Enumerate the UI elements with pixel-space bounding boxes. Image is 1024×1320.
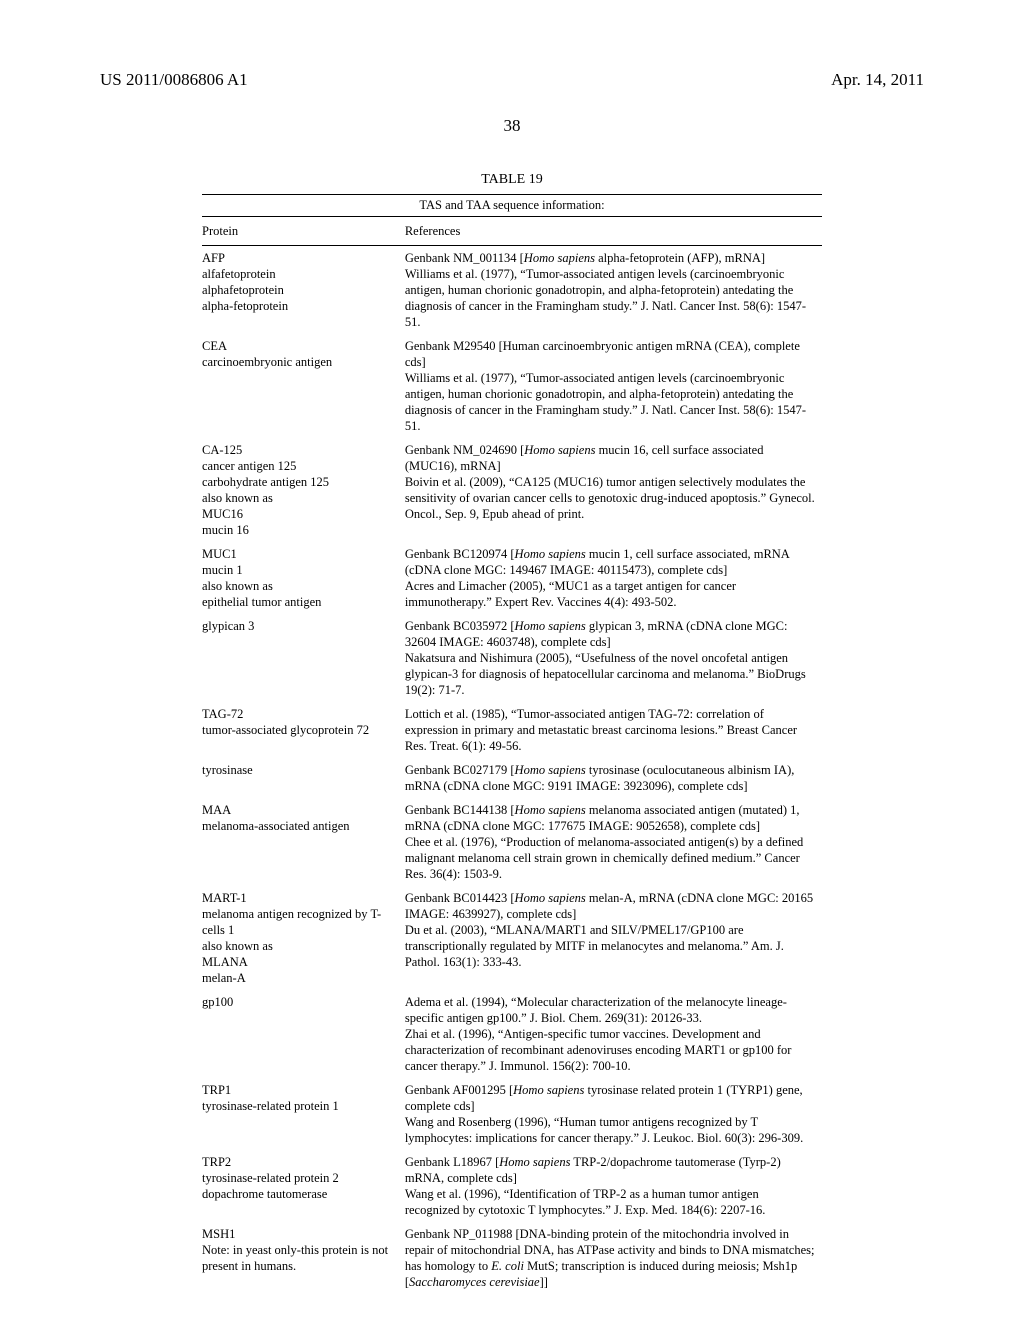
references-cell: Genbank BC120974 [Homo sapiens mucin 1, … [405, 542, 822, 614]
table-row: TRP2tyrosinase-related protein 2dopachro… [202, 1150, 822, 1222]
patent-page: US 2011/0086806 A1 Apr. 14, 2011 38 TABL… [0, 0, 1024, 1320]
pub-number: US 2011/0086806 A1 [100, 70, 248, 90]
references-cell: Genbank AF001295 [Homo sapiens tyrosinas… [405, 1078, 822, 1150]
protein-cell: MAAmelanoma-associated antigen [202, 798, 405, 886]
references-cell: Genbank NM_001134 [Homo sapiens alpha-fe… [405, 246, 822, 335]
page-number: 38 [100, 116, 924, 136]
table-wrapper: TAS and TAA sequence information: Protei… [202, 194, 822, 1294]
table-row: TAG-72tumor-associated glycoprotein 72Lo… [202, 702, 822, 758]
references-cell: Genbank BC035972 [Homo sapiens glypican … [405, 614, 822, 702]
protein-cell: CA-125cancer antigen 125carbohydrate ant… [202, 438, 405, 542]
protein-cell: MSH1Note: in yeast only-this protein is … [202, 1222, 405, 1294]
table-row: glypican 3Genbank BC035972 [Homo sapiens… [202, 614, 822, 702]
protein-cell: TAG-72tumor-associated glycoprotein 72 [202, 702, 405, 758]
page-header: US 2011/0086806 A1 Apr. 14, 2011 [100, 70, 924, 90]
references-cell: Lottich et al. (1985), “Tumor-associated… [405, 702, 822, 758]
protein-cell: tyrosinase [202, 758, 405, 798]
table-row: MUC1mucin 1also known asepithelial tumor… [202, 542, 822, 614]
table-row: CA-125cancer antigen 125carbohydrate ant… [202, 438, 822, 542]
col-references-header: References [405, 217, 822, 246]
references-cell: Genbank M29540 [Human carcinoembryonic a… [405, 334, 822, 438]
protein-cell: TRP1tyrosinase-related protein 1 [202, 1078, 405, 1150]
protein-cell: MUC1mucin 1also known asepithelial tumor… [202, 542, 405, 614]
table-row: CEAcarcinoembryonic antigenGenbank M2954… [202, 334, 822, 438]
references-cell: Genbank BC144138 [Homo sapiens melanoma … [405, 798, 822, 886]
references-cell: Genbank NP_011988 [DNA-binding protein o… [405, 1222, 822, 1294]
protein-cell: CEAcarcinoembryonic antigen [202, 334, 405, 438]
protein-cell: glypican 3 [202, 614, 405, 702]
protein-cell: MART-1melanoma antigen recognized by T-c… [202, 886, 405, 990]
references-cell: Genbank BC027179 [Homo sapiens tyrosinas… [405, 758, 822, 798]
references-cell: Adema et al. (1994), “Molecular characte… [405, 990, 822, 1078]
table-caption: TAS and TAA sequence information: [202, 195, 822, 216]
table-row: MSH1Note: in yeast only-this protein is … [202, 1222, 822, 1294]
table-title: TABLE 19 [100, 172, 924, 188]
references-cell: Genbank L18967 [Homo sapiens TRP-2/dopac… [405, 1150, 822, 1222]
protein-cell: TRP2tyrosinase-related protein 2dopachro… [202, 1150, 405, 1222]
protein-cell: AFPalfafetoproteinalphafetoproteinalpha-… [202, 246, 405, 335]
table-row: TRP1tyrosinase-related protein 1Genbank … [202, 1078, 822, 1150]
protein-cell: gp100 [202, 990, 405, 1078]
table-row: MAAmelanoma-associated antigenGenbank BC… [202, 798, 822, 886]
pub-date: Apr. 14, 2011 [831, 70, 924, 90]
sequence-table: Protein References AFPalfafetoproteinalp… [202, 217, 822, 1294]
table-row: gp100Adema et al. (1994), “Molecular cha… [202, 990, 822, 1078]
table-row: tyrosinaseGenbank BC027179 [Homo sapiens… [202, 758, 822, 798]
col-protein-header: Protein [202, 217, 405, 246]
table-row: MART-1melanoma antigen recognized by T-c… [202, 886, 822, 990]
table-body: AFPalfafetoproteinalphafetoproteinalpha-… [202, 246, 822, 1295]
table-row: AFPalfafetoproteinalphafetoproteinalpha-… [202, 246, 822, 335]
references-cell: Genbank BC014423 [Homo sapiens melan-A, … [405, 886, 822, 990]
references-cell: Genbank NM_024690 [Homo sapiens mucin 16… [405, 438, 822, 542]
